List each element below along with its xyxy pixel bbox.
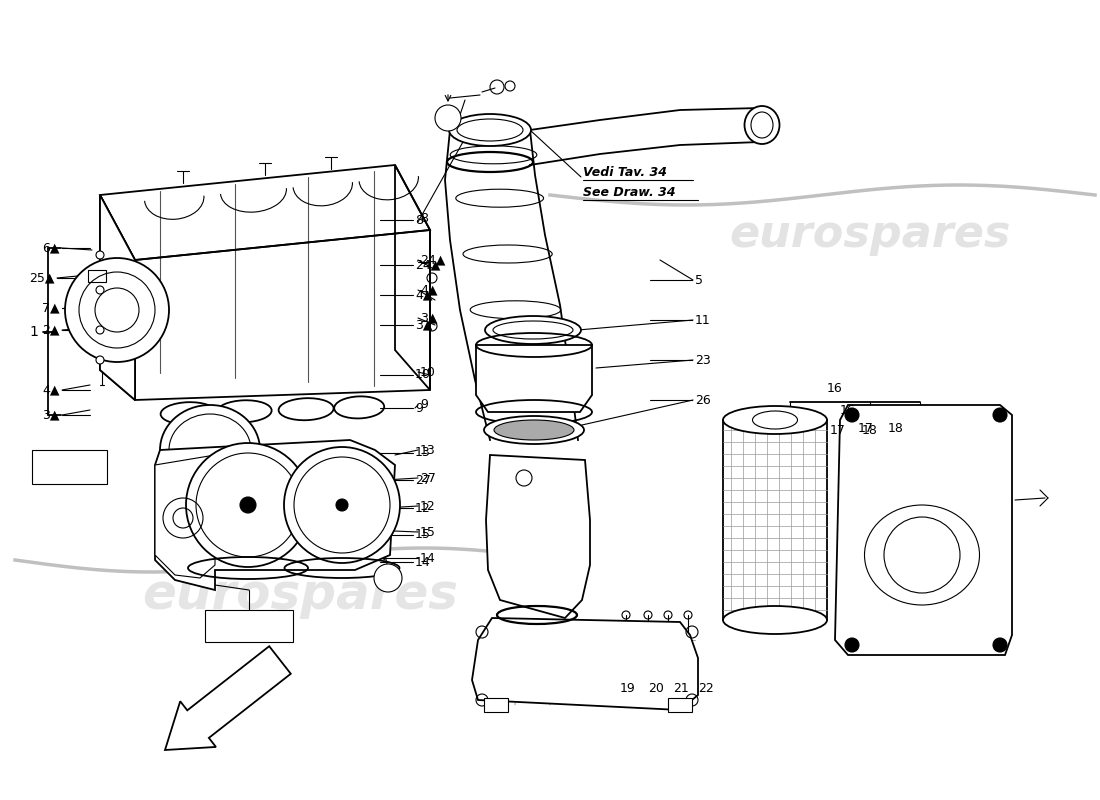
Text: 3▲: 3▲ (420, 311, 438, 325)
Ellipse shape (752, 411, 798, 429)
Text: 23: 23 (695, 354, 711, 366)
Text: 12: 12 (415, 502, 431, 514)
Text: 16: 16 (827, 382, 843, 395)
Bar (88, 270, 106, 282)
Text: 20: 20 (648, 682, 664, 694)
Circle shape (374, 564, 401, 592)
Text: 14: 14 (415, 555, 431, 569)
Circle shape (336, 499, 348, 511)
Text: 10: 10 (415, 369, 431, 382)
FancyArrow shape (165, 646, 290, 750)
Polygon shape (472, 618, 698, 710)
Ellipse shape (745, 106, 780, 144)
Text: 4▲: 4▲ (415, 289, 432, 302)
Text: 16: 16 (840, 403, 856, 417)
Text: 15: 15 (415, 529, 431, 542)
Polygon shape (486, 455, 590, 618)
Ellipse shape (494, 420, 574, 440)
Text: eurospares: eurospares (142, 571, 458, 619)
Text: 11: 11 (241, 619, 257, 633)
Circle shape (845, 638, 859, 652)
Text: 18: 18 (888, 422, 904, 434)
Circle shape (284, 447, 400, 563)
Text: 6▲: 6▲ (43, 242, 60, 254)
Ellipse shape (485, 316, 581, 344)
Text: 3▲: 3▲ (43, 409, 60, 422)
Text: 24▲: 24▲ (415, 258, 440, 271)
Ellipse shape (484, 416, 584, 444)
Text: A: A (444, 113, 451, 123)
Text: See Draw. 34: See Draw. 34 (583, 186, 675, 198)
Text: 17: 17 (858, 422, 873, 434)
Text: 8: 8 (415, 214, 424, 226)
Text: 12: 12 (420, 499, 436, 513)
Text: Vedi Tav. 34: Vedi Tav. 34 (583, 166, 667, 178)
Text: 9: 9 (415, 402, 422, 414)
Circle shape (96, 251, 104, 259)
Text: 18: 18 (862, 423, 878, 437)
Text: ▲ = 1: ▲ = 1 (51, 460, 90, 474)
Circle shape (96, 286, 104, 294)
Circle shape (434, 105, 461, 131)
Text: 13: 13 (415, 446, 431, 459)
Bar (205, 610, 293, 642)
Circle shape (993, 638, 1007, 652)
Circle shape (993, 408, 1007, 422)
Circle shape (186, 443, 310, 567)
Circle shape (96, 326, 104, 334)
Text: 4▲: 4▲ (420, 283, 438, 297)
Ellipse shape (723, 606, 827, 634)
Text: 9: 9 (420, 398, 428, 411)
Text: 19: 19 (620, 682, 636, 694)
Circle shape (240, 497, 256, 513)
Text: 5: 5 (695, 274, 703, 286)
Text: 17: 17 (830, 423, 846, 437)
Text: A: A (385, 573, 392, 583)
Text: 22: 22 (698, 682, 714, 694)
Text: 4▲: 4▲ (43, 383, 60, 397)
Polygon shape (155, 455, 214, 578)
Circle shape (96, 356, 104, 364)
Text: 3▲: 3▲ (415, 318, 432, 331)
Text: 15: 15 (420, 526, 436, 538)
Circle shape (65, 258, 169, 362)
Text: 21: 21 (673, 682, 689, 694)
Text: 10: 10 (420, 366, 436, 378)
Text: 11: 11 (695, 314, 711, 326)
Bar (32, 450, 107, 484)
Text: 2▲: 2▲ (43, 323, 60, 337)
Ellipse shape (449, 114, 531, 146)
Text: 27: 27 (415, 474, 431, 486)
Text: 13: 13 (420, 443, 436, 457)
Polygon shape (476, 345, 592, 412)
Bar (668, 698, 692, 712)
Polygon shape (155, 440, 395, 590)
Circle shape (845, 408, 859, 422)
Text: eurospares: eurospares (729, 214, 1011, 257)
Text: 25▲: 25▲ (30, 271, 55, 285)
Ellipse shape (160, 405, 260, 495)
Text: 8: 8 (420, 211, 428, 225)
Text: 27: 27 (420, 471, 436, 485)
Polygon shape (100, 195, 135, 400)
Bar (484, 698, 508, 712)
Ellipse shape (723, 406, 827, 434)
Text: 26: 26 (695, 394, 711, 406)
Text: 24▲: 24▲ (420, 254, 446, 266)
Text: 1: 1 (29, 325, 38, 339)
Text: 14: 14 (420, 551, 436, 565)
Polygon shape (835, 405, 1012, 655)
Text: 7▲: 7▲ (43, 302, 60, 314)
